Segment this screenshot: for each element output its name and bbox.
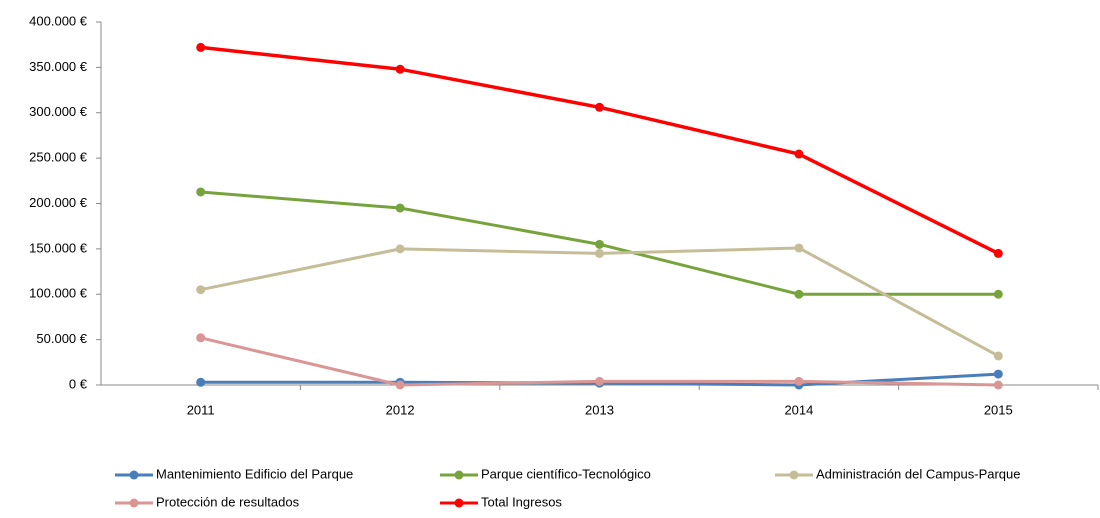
y-tick-label: 50.000 €	[36, 331, 87, 346]
y-tick-label: 200.000 €	[29, 195, 88, 210]
data-point	[196, 285, 206, 295]
data-point	[595, 376, 604, 386]
legend-marker	[454, 470, 464, 480]
data-point	[196, 187, 206, 197]
data-point	[993, 380, 1003, 390]
legend-marker	[129, 498, 139, 508]
data-point	[794, 149, 804, 159]
data-point	[993, 351, 1003, 361]
data-point	[395, 244, 405, 254]
x-tick-label: 2015	[984, 402, 1013, 417]
data-point	[794, 376, 804, 386]
y-tick-label: 350.000 €	[29, 59, 88, 74]
legend-marker	[789, 470, 799, 480]
data-point	[993, 369, 1003, 379]
legend-label: Parque científico-Tecnológico	[481, 466, 651, 481]
x-tick-label: 2014	[784, 402, 813, 417]
legend-label: Administración del Campus-Parque	[816, 466, 1020, 481]
legend-marker	[129, 470, 139, 480]
legend-marker	[454, 498, 464, 508]
series-line	[200, 246, 1000, 358]
data-point	[395, 380, 405, 390]
y-tick-label: 0 €	[69, 376, 88, 391]
data-point	[794, 289, 804, 299]
y-tick-label: 150.000 €	[29, 240, 88, 255]
data-point	[395, 203, 405, 213]
legend-label: Total Ingresos	[481, 494, 562, 509]
y-tick-label: 300.000 €	[29, 104, 88, 119]
data-point	[395, 64, 405, 74]
y-tick-label: 250.000 €	[29, 150, 88, 165]
y-tick-label: 100.000 €	[29, 286, 88, 301]
x-tick-label: 2012	[386, 402, 415, 417]
series-line	[200, 45, 1000, 255]
y-tick-label: 400.000 €	[29, 13, 88, 28]
x-tick-label: 2013	[585, 402, 614, 417]
legend-label: Mantenimiento Edificio del Parque	[156, 466, 353, 481]
data-point	[196, 377, 206, 387]
data-point	[196, 42, 206, 52]
legend-label: Protección de resultados	[156, 494, 300, 509]
data-point	[196, 333, 206, 343]
data-point	[993, 248, 1003, 258]
data-point	[794, 243, 804, 253]
data-point	[595, 102, 604, 112]
x-tick-label: 2011	[187, 402, 215, 417]
data-point	[993, 289, 1003, 299]
data-point	[595, 239, 604, 249]
data-point	[595, 248, 604, 258]
